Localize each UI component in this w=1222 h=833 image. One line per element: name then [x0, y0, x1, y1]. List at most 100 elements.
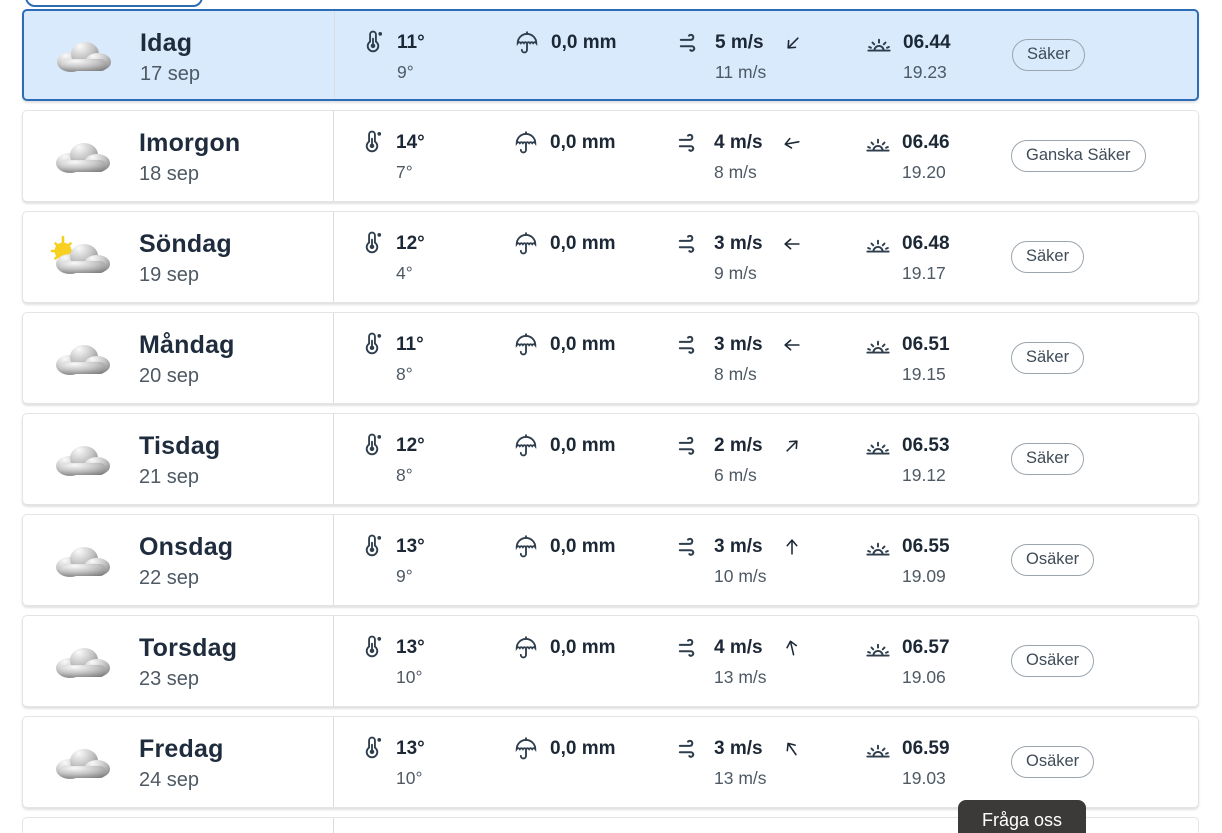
forecast-row[interactable]: Torsdag 23 sep 13° 10° [22, 615, 1199, 707]
wind-cell: 4 m/s 8 m/s [653, 111, 841, 201]
day-cell: Torsdag 23 sep [139, 616, 334, 706]
day-cell: Tisdag 21 sep [139, 414, 334, 504]
day-name: Måndag [139, 331, 235, 359]
forecast-row[interactable]: Söndag 19 sep 12° 4° [22, 211, 1199, 303]
temp-low: 4° [396, 263, 413, 283]
forecast-row[interactable]: Onsdag 22 sep 13° 9° [22, 514, 1199, 606]
weather-icon-cell [23, 313, 139, 403]
day-cell: Idag 17 sep [140, 11, 335, 99]
wind-icon [677, 736, 703, 762]
wind-direction-arrow [781, 637, 803, 659]
day-name: Söndag [139, 230, 232, 258]
forecast-row[interactable]: Måndag 20 sep 11° 8° [22, 312, 1199, 404]
sunset-time: 19.09 [902, 566, 946, 586]
day-date: 24 sep [139, 769, 200, 791]
certainty-cell: Säker [987, 414, 1198, 504]
certainty-badge: Säker [1011, 241, 1085, 273]
day-name: Imorgon [139, 129, 241, 157]
sunrise-time: 06.46 [902, 132, 950, 153]
weather-icon-cell [23, 616, 139, 706]
sunset-time: 19.17 [902, 263, 946, 283]
precipitation-cell: 0,0 mm [489, 212, 653, 302]
forecast-row-partial[interactable] [22, 817, 1199, 833]
certainty-cell: Osäker [987, 717, 1198, 807]
temp-high: 13° [396, 738, 425, 759]
sun-times-cell: 06.46 19.20 [841, 111, 987, 201]
sunrise-icon [865, 231, 891, 257]
temp-high: 14° [396, 132, 425, 153]
temp-high: 13° [396, 536, 425, 557]
cloud-icon [56, 648, 110, 678]
sun-cloud-icon [50, 235, 110, 274]
weather-icon-cell [23, 515, 139, 605]
sunrise-time: 06.44 [903, 32, 951, 53]
temperature-cell: 11° 8° [334, 313, 489, 403]
wind-icon [677, 635, 703, 661]
thermometer-icon [359, 332, 385, 358]
precipitation-cell: 0,0 mm [489, 515, 653, 605]
wind-gust: 11 m/s [715, 62, 767, 82]
sunrise-time: 06.59 [902, 738, 950, 759]
day-date: 18 sep [139, 163, 200, 185]
sunrise-icon [865, 534, 891, 560]
cloud-icon [56, 547, 110, 577]
day-date: 19 sep [139, 264, 200, 286]
wind-speed: 3 m/s [714, 233, 763, 254]
thermometer-icon [359, 534, 385, 560]
wind-icon [677, 433, 703, 459]
precipitation-value: 0,0 mm [550, 334, 616, 355]
sunrise-icon [865, 736, 891, 762]
wind-cell: 3 m/s 8 m/s [653, 313, 841, 403]
forecast-row[interactable]: Imorgon 18 sep 14° 7° [22, 110, 1199, 202]
sunset-time: 19.06 [902, 667, 946, 687]
precipitation-value: 0,0 mm [550, 132, 616, 153]
thermometer-icon [359, 433, 385, 459]
precipitation-cell: 0,0 mm [489, 616, 653, 706]
cloud-icon [56, 143, 110, 173]
temp-high: 12° [396, 233, 425, 254]
precipitation-cell: 0,0 mm [489, 111, 653, 201]
sunrise-time: 06.51 [902, 334, 950, 355]
precipitation-value: 0,0 mm [550, 435, 616, 456]
precipitation-value: 0,0 mm [550, 637, 616, 658]
wind-gust: 6 m/s [714, 465, 757, 485]
sunset-time: 19.15 [902, 364, 946, 384]
sun-times-cell: 06.57 19.06 [841, 616, 987, 706]
certainty-badge: Osäker [1011, 645, 1095, 677]
precipitation-cell: 0,0 mm [489, 414, 653, 504]
certainty-cell: Osäker [987, 515, 1198, 605]
temp-low: 9° [396, 566, 413, 586]
wind-direction-arrow [781, 738, 803, 760]
ask-us-button[interactable]: Fråga oss [958, 800, 1086, 833]
day-cell [139, 818, 334, 833]
forecast-row[interactable]: Fredag 24 sep 13° 10° [22, 716, 1199, 808]
umbrella-icon [513, 332, 539, 358]
wind-gust: 13 m/s [714, 667, 767, 687]
wind-speed: 3 m/s [714, 536, 763, 557]
temp-high: 11° [396, 334, 424, 355]
certainty-badge: Osäker [1011, 746, 1095, 778]
wind-direction-arrow [781, 132, 803, 154]
thermometer-icon [360, 30, 386, 56]
temp-high: 13° [396, 637, 425, 658]
certainty-cell: Ganska Säker [987, 111, 1198, 201]
umbrella-icon [513, 534, 539, 560]
sun-times-cell: 06.59 19.03 [841, 717, 987, 807]
wind-direction-arrow [781, 334, 803, 356]
forecast-row[interactable]: Idag 17 sep 11° 9° [22, 9, 1199, 101]
temperature-cell: 13° 9° [334, 515, 489, 605]
forecast-row[interactable]: Tisdag 21 sep 12° 8° [22, 413, 1199, 505]
day-date: 21 sep [139, 466, 200, 488]
sunset-time: 19.12 [902, 465, 946, 485]
wind-speed: 4 m/s [714, 637, 763, 658]
certainty-cell: Säker [987, 313, 1198, 403]
sunrise-icon [866, 30, 892, 56]
day-cell: Imorgon 18 sep [139, 111, 334, 201]
day-date: 20 sep [139, 365, 200, 387]
wind-direction-arrow [781, 233, 803, 255]
weather-icon-cell [23, 212, 139, 302]
temp-low: 8° [396, 465, 413, 485]
day-name: Onsdag [139, 533, 234, 561]
thermometer-icon [359, 231, 385, 257]
